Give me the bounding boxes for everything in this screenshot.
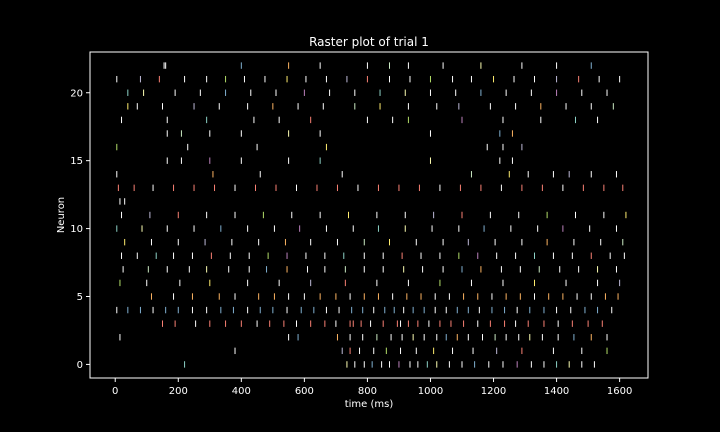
spike-train-neuron-6 (119, 279, 621, 287)
x-tick-label: 600 (295, 386, 314, 397)
spike-train-neuron-12 (119, 198, 126, 205)
y-tick-label: 5 (77, 292, 83, 303)
spike-train-neuron-4 (116, 306, 613, 314)
x-tick-label: 0 (112, 386, 118, 397)
spike-train-neuron-9 (124, 238, 624, 246)
spike-train-neuron-3 (162, 320, 603, 327)
spike-train-neuron-7 (122, 266, 617, 273)
x-tick-label: 800 (358, 386, 377, 397)
x-tick-label: 1200 (481, 386, 506, 397)
x-tick-label: 1400 (544, 386, 569, 397)
x-axis-label: time (ms) (345, 399, 394, 410)
spike-train-neuron-2 (119, 334, 608, 341)
spike-train-neuron-16 (116, 143, 523, 151)
spike-train-neuron-14 (116, 171, 617, 178)
y-tick-label: 10 (70, 224, 83, 235)
spike-train-neuron-13 (117, 184, 624, 192)
spike-train-neuron-10 (116, 225, 617, 232)
spike-train-neuron-21 (116, 75, 621, 83)
spike-train-neuron-17 (166, 130, 513, 137)
y-tick-label: 20 (70, 88, 83, 99)
y-tick-label: 0 (77, 360, 83, 371)
x-tick-label: 1000 (418, 386, 443, 397)
spike-train-neuron-20 (127, 89, 608, 96)
plot-area (116, 62, 627, 368)
x-axis: 0 200 400 600 800 1000 1200 1400 1600 (112, 378, 632, 397)
spike-train-neuron-5 (150, 293, 619, 300)
spike-train-neuron-0 (184, 361, 595, 368)
spike-train-neuron-22 (163, 62, 592, 69)
spike-train-neuron-8 (121, 252, 625, 259)
x-tick-label: 400 (232, 386, 251, 397)
x-tick-label: 200 (169, 386, 188, 397)
spike-train-neuron-1 (234, 347, 608, 355)
x-tick-label: 1600 (607, 386, 632, 397)
spike-train-neuron-11 (121, 211, 627, 219)
y-axis-label: Neuron (56, 197, 67, 233)
spike-train-neuron-18 (121, 116, 599, 124)
y-axis: 0 5 10 15 20 (70, 88, 90, 371)
axes-frame (89, 51, 649, 379)
spike-train-neuron-19 (127, 103, 614, 110)
y-tick-label: 15 (70, 156, 83, 167)
spike-train-neuron-15 (166, 157, 513, 164)
chart-title: Raster plot of trial 1 (309, 35, 429, 49)
